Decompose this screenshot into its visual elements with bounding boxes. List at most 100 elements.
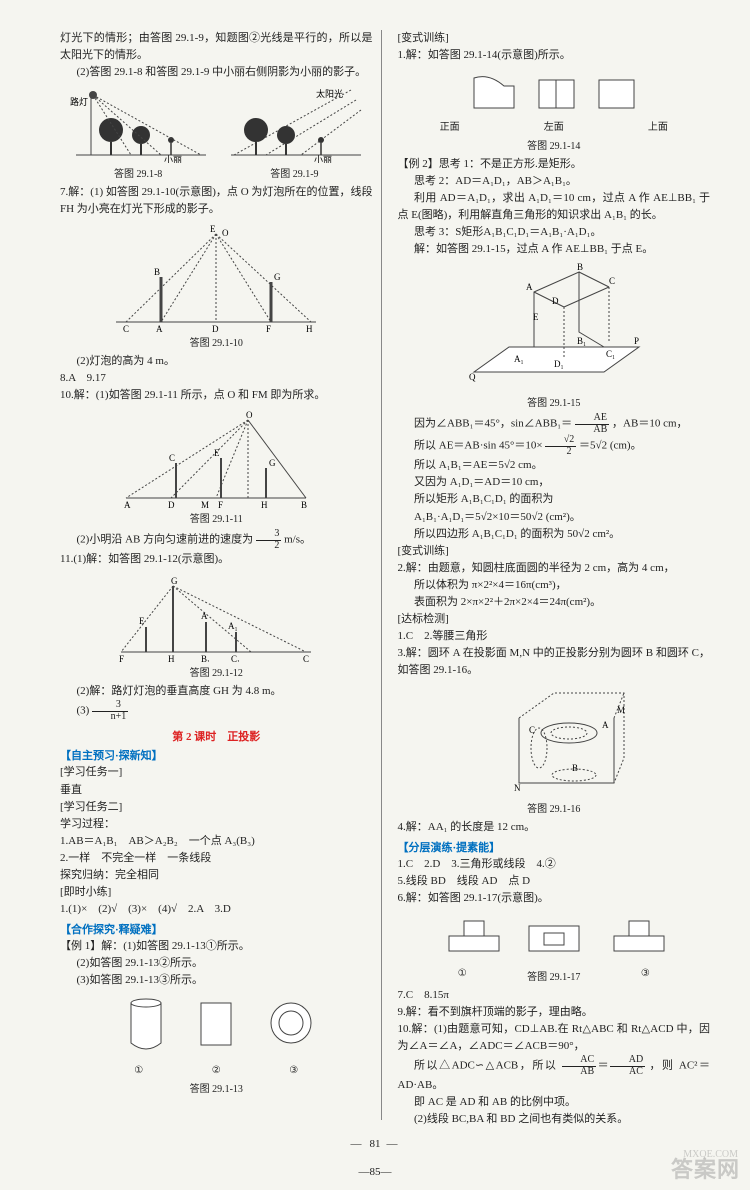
svg-text:B: B xyxy=(577,262,583,272)
section-heading: 第 2 课时 正投影 xyxy=(60,728,373,744)
page-number-81: —81— xyxy=(0,1138,750,1150)
right-column: [变式训练] 1.解：如答图 29.1-14(示意图)所示。 正面 左面 上面 … xyxy=(394,30,711,1120)
text: 1.C 2.等腰三角形 xyxy=(398,628,711,645)
svg-text:F: F xyxy=(218,500,223,508)
figure-29-1-8-9: 路灯 小丽 太阳光 xyxy=(60,85,373,163)
svg-text:Q: Q xyxy=(469,372,476,382)
svg-text:P: P xyxy=(634,336,639,346)
svg-text:C: C xyxy=(169,453,175,463)
text: 所以矩形 A₁B₁C₁D₁ 的面积为 xyxy=(398,491,711,508)
text: 5.线段 BD 线段 AD 点 D xyxy=(398,873,711,890)
text: 7.解：(1) 如答图 29.1-10(示意图)，点 O 为灯泡所在的位置，线段… xyxy=(60,184,373,218)
text: [学习任务一] xyxy=(60,764,373,781)
text: 11.(1)解：如答图 29.1-12(示意图)。 xyxy=(60,551,373,568)
caption: 答图 29.1-15 xyxy=(398,394,711,409)
svg-text:D: D xyxy=(552,296,559,306)
text: 8.A 9.17 xyxy=(60,370,373,387)
svg-text:A: A xyxy=(124,500,131,508)
svg-text:O: O xyxy=(222,228,229,238)
svg-text:G: G xyxy=(171,576,178,586)
text: (2)解：路灯灯泡的垂直高度 GH 为 4.8 m。 xyxy=(60,683,373,700)
text: 1.AB＝A₁B₁ AB＞A₂B₂ 一个点 A₃(B₃) xyxy=(60,833,373,850)
svg-text:小丽: 小丽 xyxy=(164,155,182,163)
svg-text:F: F xyxy=(266,324,271,332)
text: 10.解：(1)如答图 29.1-11 所示，点 O 和 FM 即为所求。 xyxy=(60,387,373,404)
svg-text:O: O xyxy=(246,410,253,420)
text: 表面积为 2×π×2²＋2π×2×4＝24π(cm²)。 xyxy=(398,594,711,611)
text: 学习过程： xyxy=(60,816,373,833)
text: (2)灯泡的高为 4 m。 xyxy=(60,353,373,370)
view-labels: 正面 左面 上面 xyxy=(398,118,711,133)
svg-text:H: H xyxy=(306,324,313,332)
figure-29-1-10: E O B G C A D F H xyxy=(60,222,373,332)
text: 1.C 2.D 3.三角形或线段 4.② xyxy=(398,856,711,873)
svg-text:A: A xyxy=(602,720,609,730)
text: 灯光下的情形；由答图 29.1-9，知题图②光线是平行的，所以是太阳光下的情形。 xyxy=(60,30,373,64)
text: 1.(1)× (2)√ (3)× (4)√ 2.A 3.D xyxy=(60,901,373,918)
text: A₁B₁·A₁D₁＝5√2×10＝50√2 (cm²)。 xyxy=(398,509,711,526)
text: 6.解：如答图 29.1-17(示意图)。 xyxy=(398,890,711,907)
svg-text:B: B xyxy=(154,267,160,277)
figure-29-1-12: G E A A₁ F H B₁ C₁ C xyxy=(60,572,373,662)
text: 垂直 xyxy=(60,782,373,799)
svg-text:N: N xyxy=(514,783,521,793)
label-row: ① ② ③ xyxy=(60,1065,373,1076)
text: 思考 3：S矩形A₁B₁C₁D₁＝A₁B₁·A₁D₁。 xyxy=(398,224,711,241)
text: (2)小明沿 AB 方向匀速前进的速度为 32 m/s。 xyxy=(60,529,373,551)
caption: 答图 29.1-8 xyxy=(114,165,162,180)
text: 探究归纳：完全相同 xyxy=(60,867,373,884)
svg-text:B: B xyxy=(572,763,578,773)
svg-text:M: M xyxy=(617,705,625,715)
text: 7.C 8.15π xyxy=(398,987,711,1004)
figure-29-1-14 xyxy=(398,68,711,116)
text: 思考 2：AD＝A₁D₁，AB＞A₁B₁。 xyxy=(398,173,711,190)
figure-29-1-11: O C E G A D M F H B xyxy=(60,408,373,508)
svg-text:A: A xyxy=(526,282,533,292)
svg-text:B₁: B₁ xyxy=(577,336,586,346)
svg-text:A₁: A₁ xyxy=(514,354,524,364)
text: [即时小练] xyxy=(60,884,373,901)
text: 解：如答图 29.1-15，过点 A 作 AE⊥BB₁ 于点 E。 xyxy=(398,241,711,258)
caption: 答图 29.1-12 xyxy=(60,664,373,679)
svg-text:C: C xyxy=(303,654,309,662)
svg-text:C₁: C₁ xyxy=(606,349,615,359)
subsection: 【自主预习·探新知】 xyxy=(60,747,373,763)
text: (2)答图 29.1-8 和答图 29.1-9 中小丽右侧阴影为小丽的影子。 xyxy=(60,64,373,81)
text: [达标检测] xyxy=(398,611,711,628)
svg-text:F: F xyxy=(119,654,124,662)
text: 所以体积为 π×2²×4＝16π(cm³)， xyxy=(398,577,711,594)
text: 利用 AD＝A₁D₁，求出 A₁D₁＝10 cm，过点 A 作 AE⊥BB₁ 于… xyxy=(398,190,711,224)
svg-text:E: E xyxy=(214,448,220,458)
svg-text:小丽: 小丽 xyxy=(314,155,332,163)
text: [变式训练] xyxy=(398,30,711,47)
svg-text:M: M xyxy=(201,500,209,508)
svg-text:B: B xyxy=(301,500,307,508)
text: 因为∠ABB₁＝45°，sin∠ABB₁＝ AEAB ，AB＝10 cm， xyxy=(398,413,711,435)
text: 9.解：看不到旗杆顶端的影子，理由略。 xyxy=(398,1004,711,1021)
caption: 答图 29.1-11 xyxy=(60,510,373,525)
text: 2.一样 不完全一样 一条线段 xyxy=(60,850,373,867)
figure-29-1-15: B C D A E A₁ D₁ B₁ C₁ Q P xyxy=(398,262,711,392)
svg-text:G: G xyxy=(274,272,281,282)
svg-text:E: E xyxy=(533,312,539,322)
page-content: 灯光下的情形；由答图 29.1-9，知题图②光线是平行的，所以是太阳光下的情形。… xyxy=(60,30,710,1120)
text: 即 AC 是 AD 和 AB 的比例中项。 xyxy=(398,1094,711,1111)
text: (2)线段 BC,BA 和 BD 之间也有类似的关系。 xyxy=(398,1111,711,1128)
svg-text:G: G xyxy=(269,458,276,468)
svg-text:C₁: C₁ xyxy=(231,654,240,662)
text: 所以△ADC∽△ACB，所以 ACAB＝ADAC ，则 AC²＝AD·AB。 xyxy=(398,1055,711,1094)
svg-text:C: C xyxy=(529,725,535,735)
svg-text:E: E xyxy=(210,224,216,234)
subsection: 【合作探究·释疑难】 xyxy=(60,921,373,937)
figure-29-1-17 xyxy=(398,911,711,966)
text: 所以 A₁B₁＝AE＝5√2 cm。 xyxy=(398,457,711,474)
figure-29-1-13 xyxy=(60,993,373,1063)
svg-text:D₁: D₁ xyxy=(554,359,564,369)
svg-text:A₁: A₁ xyxy=(228,621,238,631)
text: 3.解：圆环 A 在投影面 M,N 中的正投影分别为圆环 B 和圆环 C，如答图… xyxy=(398,645,711,679)
svg-text:C: C xyxy=(123,324,129,332)
svg-text:太阳光: 太阳光 xyxy=(316,88,343,99)
text: [变式训练] xyxy=(398,543,711,560)
text: 4.解：AA₁ 的长度是 12 cm。 xyxy=(398,819,711,836)
svg-text:B₁: B₁ xyxy=(201,654,210,662)
